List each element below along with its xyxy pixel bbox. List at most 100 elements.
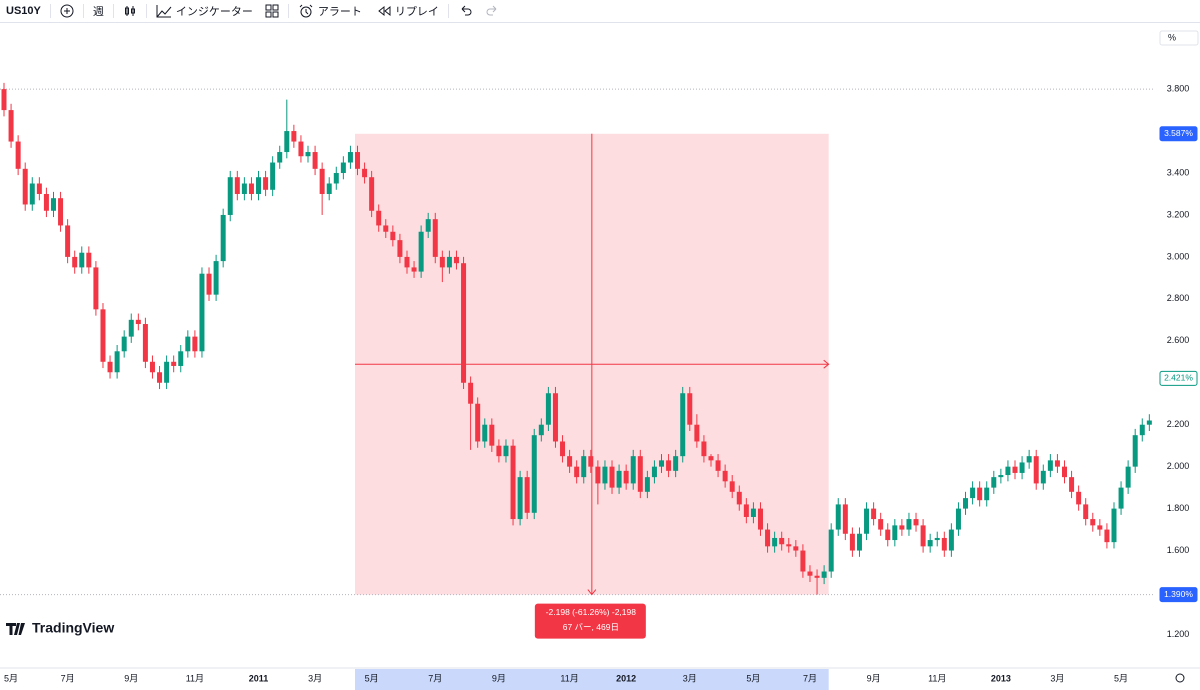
x-tick-label: 5月 <box>4 673 18 683</box>
candle-body <box>849 533 855 551</box>
candle-body <box>1 89 7 111</box>
candle-body <box>998 475 1004 478</box>
candle-body <box>885 529 891 541</box>
candle-body <box>1069 477 1075 492</box>
undo-icon[interactable] <box>458 4 472 18</box>
x-tick-label: 5月 <box>746 673 760 683</box>
y-tick-label: 1.200 <box>1167 629 1190 639</box>
candle-body <box>651 466 657 478</box>
candle-body <box>581 456 587 478</box>
candle-body <box>906 519 912 530</box>
candle-body <box>892 525 898 541</box>
candle-body <box>991 477 997 488</box>
candle-body <box>856 533 862 551</box>
candle-body <box>383 225 389 232</box>
indicators-icon[interactable] <box>156 4 172 18</box>
x-tick-label: 5月 <box>365 673 379 683</box>
candle-body <box>1083 504 1089 520</box>
candle-body <box>107 361 113 373</box>
candle-body <box>284 131 290 153</box>
candle-body <box>1097 525 1103 530</box>
separator <box>112 4 114 18</box>
candle-body <box>680 393 686 457</box>
candle-body <box>15 141 21 169</box>
x-tick-label: 2013 <box>991 673 1011 683</box>
candle-body <box>772 537 778 547</box>
candle-body <box>121 336 127 352</box>
separator <box>49 4 51 18</box>
candle-body <box>263 177 269 190</box>
symbol[interactable]: US10Y <box>6 5 41 17</box>
candle-body <box>757 508 763 530</box>
candle-body <box>192 336 198 352</box>
indicators[interactable]: インジケーター <box>175 6 253 18</box>
candle-body <box>560 441 566 457</box>
templates-icon[interactable] <box>265 4 279 18</box>
candle-body <box>814 575 820 578</box>
candle-body <box>1146 420 1152 425</box>
candle-body <box>1005 466 1011 476</box>
candle-body <box>241 183 247 194</box>
candle-body <box>100 309 106 362</box>
candle-body <box>29 183 35 205</box>
logo-mark <box>6 623 25 635</box>
y-tick-label: 2.600 <box>1167 335 1190 345</box>
candle-body <box>234 177 240 194</box>
candle-body <box>298 141 304 157</box>
candle-body <box>439 256 445 268</box>
candle-body <box>835 504 841 530</box>
measure-label-box <box>534 603 646 639</box>
candle-body <box>722 470 728 482</box>
candle-body <box>199 273 205 352</box>
candle-body <box>970 487 976 499</box>
candle-body <box>36 183 42 194</box>
toolbar: US10Y 週 インジケーター アラート リプレイ <box>0 0 1200 23</box>
y-tick-label: 3.400 <box>1167 167 1190 177</box>
candle-body <box>178 351 184 366</box>
candle-body <box>538 424 544 436</box>
candle-body <box>206 273 212 295</box>
candle-body <box>482 424 488 442</box>
candle-body <box>149 361 155 373</box>
candle-body <box>404 256 410 268</box>
measure-label: -2.198 (-61.26%) -2,198 <box>546 607 637 617</box>
candle-body <box>567 456 573 467</box>
candle-body <box>326 183 332 194</box>
alert[interactable]: アラート <box>317 6 362 18</box>
settings-icon[interactable] <box>1175 673 1185 683</box>
time-range-highlight <box>355 669 829 690</box>
replay[interactable]: リプレイ <box>394 6 439 18</box>
candle-body <box>1054 460 1060 467</box>
candle-body <box>1076 491 1082 505</box>
candle-body <box>821 571 827 578</box>
candle-body <box>319 168 325 194</box>
unit-label: % <box>1168 32 1176 42</box>
add-symbol-icon[interactable] <box>60 4 74 18</box>
x-tick-label: 11月 <box>186 673 204 683</box>
candle-body <box>1104 529 1110 543</box>
candle-body <box>496 445 502 457</box>
candle-body <box>1040 470 1046 484</box>
chart-type-icon[interactable] <box>123 4 137 18</box>
candle-body <box>673 456 679 471</box>
measure-h-arrow <box>823 359 830 369</box>
candle-body <box>468 382 474 404</box>
candle-body <box>828 529 834 572</box>
interval[interactable]: 週 <box>92 6 104 18</box>
alert-icon[interactable] <box>298 4 314 18</box>
candle-body <box>376 210 382 226</box>
unit-box[interactable] <box>1159 30 1199 46</box>
candle-body <box>588 456 594 467</box>
redo-icon[interactable] <box>486 4 500 18</box>
price-tag-label: 1.390% <box>1164 589 1193 599</box>
candle-body <box>517 477 523 520</box>
candle-body <box>86 252 92 268</box>
replay-icon[interactable] <box>376 4 392 18</box>
candle-body <box>65 225 71 257</box>
x-tick-label: 7月 <box>803 673 817 683</box>
candle-body <box>934 537 940 541</box>
candle-body <box>913 519 919 526</box>
candle-body <box>510 445 516 520</box>
price-tag-label: 3.587% <box>1164 128 1193 138</box>
candle-body <box>43 193 49 211</box>
